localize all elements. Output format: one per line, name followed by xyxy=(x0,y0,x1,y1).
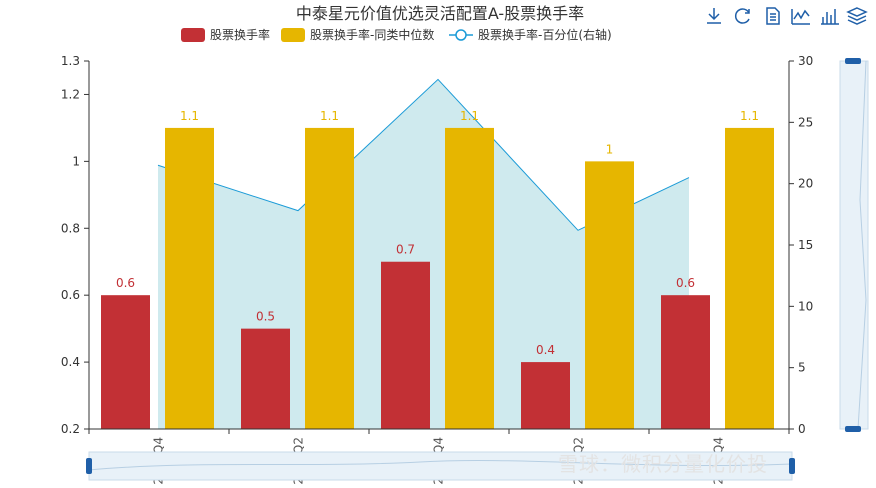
bar-median-2020Q2[interactable] xyxy=(305,127,354,429)
refresh-icon[interactable] xyxy=(734,8,750,24)
legend-label: 股票换手率-百分位(右轴) xyxy=(478,27,612,42)
data-view-icon[interactable] xyxy=(766,7,780,25)
bottom-datazoom-slider[interactable] xyxy=(86,451,795,481)
bar-median-2021Q4[interactable] xyxy=(725,127,774,429)
legend-item-2[interactable]: 股票换手率-同类中位数 xyxy=(281,27,434,42)
percentile-area xyxy=(158,79,689,430)
label-turnover-2020Q2: 0.5 xyxy=(256,310,275,324)
label-turnover-2021Q2: 0.4 xyxy=(536,343,555,357)
left-tick-label: 0.4 xyxy=(61,355,80,369)
datazoom-preview-shape-vertical xyxy=(857,60,867,430)
download-icon[interactable] xyxy=(707,8,721,24)
label-median-2021Q2: 1 xyxy=(606,142,614,156)
label-turnover-2019Q4: 0.6 xyxy=(116,276,135,290)
right-tick-label: 10 xyxy=(798,299,813,313)
datazoom-handle-left[interactable] xyxy=(86,458,92,474)
axes-layer: 0.2 0.4 0.6 0.8 1 1.2 1.3 0 5 10 15 20 25 30 xyxy=(61,54,813,436)
bar-turnover-2021Q4[interactable] xyxy=(661,295,710,429)
label-median-2019Q4: 1.1 xyxy=(180,109,199,123)
bar-median-2021Q2[interactable] xyxy=(585,161,634,429)
bar-median-2019Q4[interactable] xyxy=(165,127,214,429)
stack-icon[interactable] xyxy=(846,7,868,25)
label-turnover-2021Q4: 0.6 xyxy=(676,276,695,290)
left-tick-label: 1 xyxy=(72,154,80,168)
right-tick-label: 5 xyxy=(798,361,806,375)
chart-title: 中泰星元价值优选灵活配置A-股票换手率 xyxy=(296,4,584,23)
datazoom-track[interactable] xyxy=(88,451,793,481)
bar-turnover-2021Q2[interactable] xyxy=(521,362,570,429)
bar-chart-icon[interactable] xyxy=(821,9,839,25)
label-median-2020Q4: 1.1 xyxy=(460,109,479,123)
left-tick-label: 1.2 xyxy=(61,87,80,101)
legend[interactable]: 股票换手率 股票换手率-同类中位数 股票换手率-百分位(右轴) xyxy=(181,27,612,42)
legend-label: 股票换手率 xyxy=(210,27,270,42)
datazoom-handle-bottom[interactable] xyxy=(845,426,861,432)
legend-swatch xyxy=(281,28,305,42)
legend-item-3[interactable]: 股票换手率-百分位(右轴) xyxy=(449,27,612,42)
watermark: 雪球：微积分量化价投 xyxy=(558,452,768,476)
legend-item-1[interactable]: 股票换手率 xyxy=(181,27,270,42)
right-tick-label: 15 xyxy=(798,238,813,252)
left-tick-label: 0.8 xyxy=(61,221,80,235)
line-chart-icon[interactable] xyxy=(791,9,810,25)
right-datazoom-slider[interactable] xyxy=(839,58,869,432)
datazoom-handle-right[interactable] xyxy=(789,458,795,474)
bar-turnover-2019Q4[interactable] xyxy=(101,295,150,429)
label-turnover-2020Q4: 0.7 xyxy=(396,243,415,257)
right-tick-label: 25 xyxy=(798,115,813,129)
datazoom-preview-shape xyxy=(88,459,793,471)
left-tick-label: 0.2 xyxy=(61,422,80,436)
right-tick-label: 30 xyxy=(798,54,813,68)
right-tick-label: 0 xyxy=(798,422,806,436)
chart-toolbar xyxy=(707,7,868,25)
label-median-2021Q4: 1.1 xyxy=(740,109,759,123)
datazoom-handle-top[interactable] xyxy=(845,58,861,64)
bar-turnover-2020Q2[interactable] xyxy=(241,328,290,429)
legend-swatch xyxy=(181,28,205,42)
left-tick-label: 1.3 xyxy=(61,54,80,68)
bar-median-2020Q4[interactable] xyxy=(445,127,494,429)
legend-label: 股票换手率-同类中位数 xyxy=(310,27,434,42)
left-tick-label: 0.6 xyxy=(61,288,80,302)
right-tick-label: 20 xyxy=(798,177,813,191)
label-median-2020Q2: 1.1 xyxy=(320,109,339,123)
legend-swatch-marker xyxy=(455,29,467,41)
bar-layer xyxy=(101,127,774,429)
data-label-layer: 0.6 0.5 0.7 0.4 0.6 1.1 1.1 1.1 1 1.1 xyxy=(116,109,759,357)
bar-turnover-2020Q4[interactable] xyxy=(381,261,430,429)
